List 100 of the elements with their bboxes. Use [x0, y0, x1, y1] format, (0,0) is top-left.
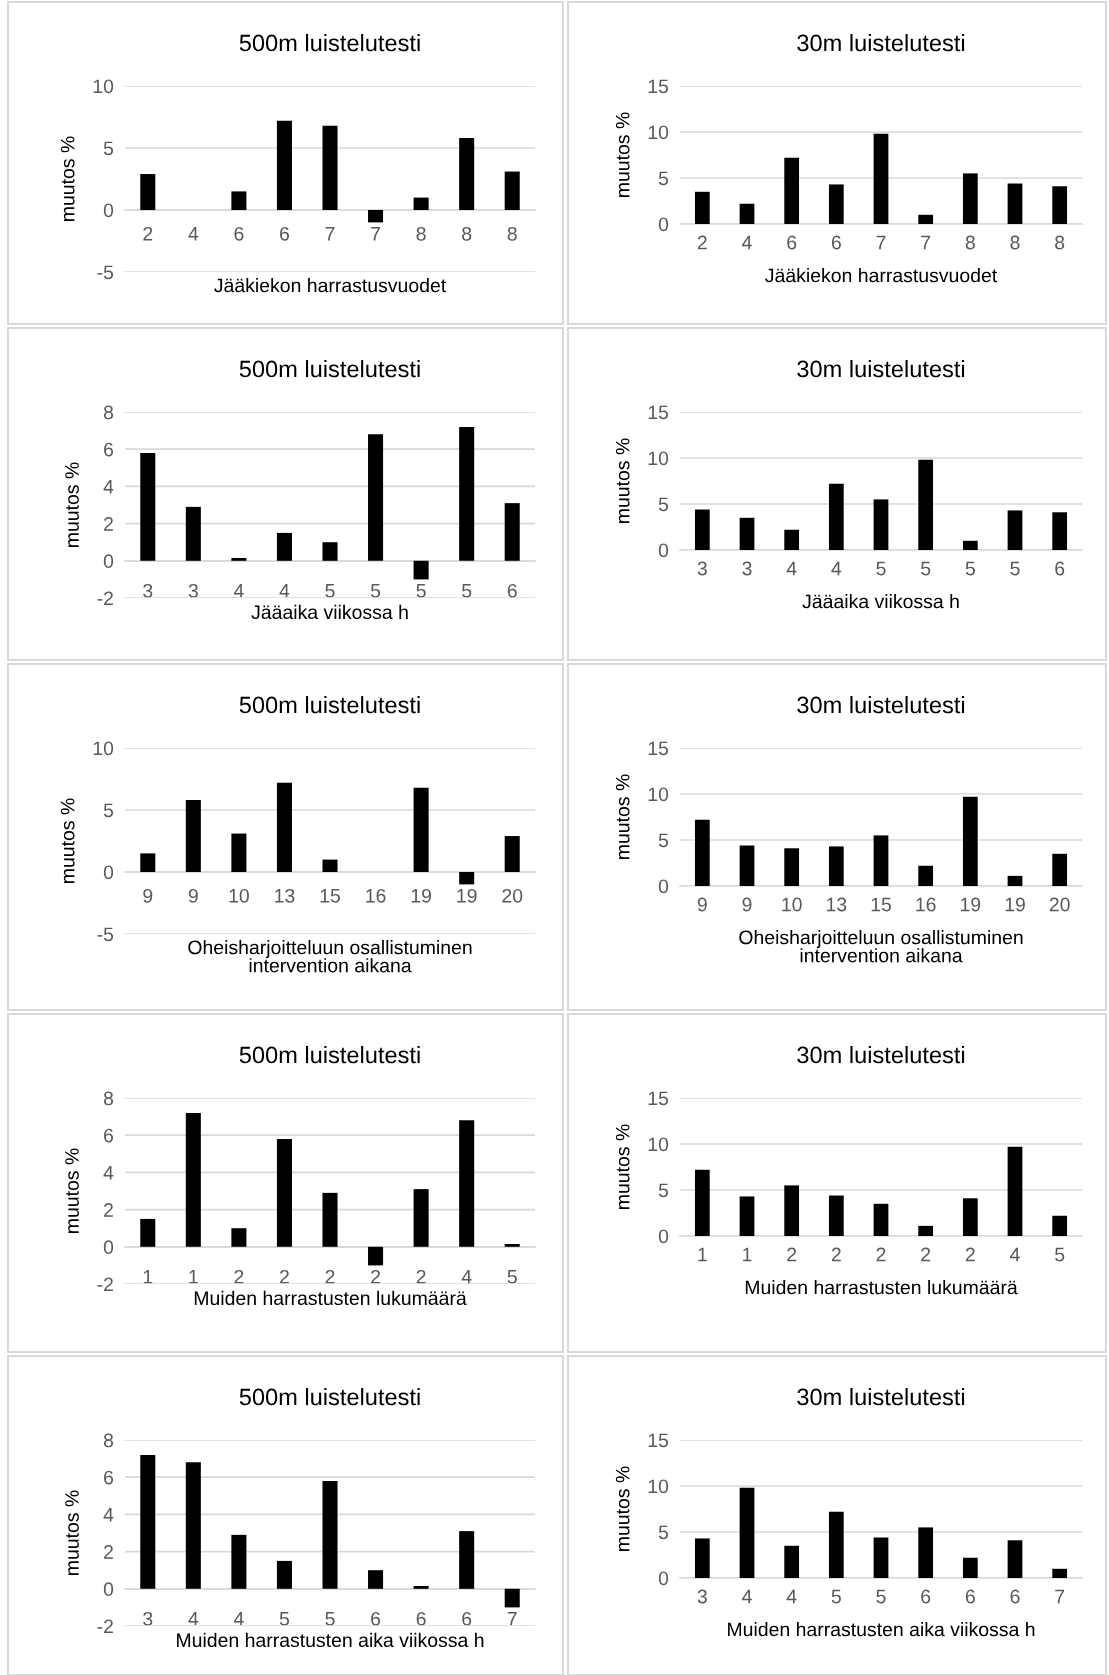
- chart-title: 500m luistelutesti: [239, 360, 420, 378]
- bar: [322, 1480, 338, 1589]
- bar: [784, 157, 800, 224]
- x-tick-label: 9: [697, 897, 707, 912]
- bar: [140, 174, 156, 210]
- bar: [873, 133, 889, 224]
- x-axis-title: Muiden harrastusten aika viikossa h: [728, 1622, 1035, 1637]
- bar: [368, 1246, 384, 1266]
- x-tick-label: 2: [921, 1247, 931, 1262]
- bar: [368, 1570, 384, 1589]
- x-tick-label: 1: [143, 1270, 153, 1284]
- bar: [828, 184, 844, 224]
- x-tick-label: 4: [1010, 1247, 1020, 1262]
- y-tick-label: 8: [103, 1091, 114, 1106]
- y-tick-label: 5: [658, 1183, 669, 1198]
- x-tick-label: 3: [742, 561, 752, 576]
- y-tick-label: 8: [103, 1433, 114, 1448]
- x-tick-label: 4: [233, 1612, 244, 1626]
- x-tick-label: 6: [507, 583, 517, 598]
- chart-title: 30m luistelutesti: [797, 1046, 965, 1064]
- chart-title: 30m luistelutesti: [797, 360, 965, 378]
- x-tick-label: 8: [462, 226, 472, 241]
- bar: [1007, 183, 1023, 224]
- x-tick-label: 2: [787, 1247, 797, 1262]
- bar: [828, 1511, 844, 1578]
- x-tick-label: 19: [457, 888, 477, 903]
- y-tick-label: 0: [658, 543, 669, 558]
- x-axis-title: Oheisharjoitteluun osallistuminen intervention aikana: [188, 940, 472, 973]
- x-tick-label: 19: [1005, 897, 1025, 912]
- x-tick-label: 9: [143, 888, 153, 903]
- bar: [231, 558, 247, 561]
- bar: [694, 1538, 710, 1578]
- bar: [1052, 512, 1068, 550]
- y-tick-label: 10: [93, 741, 114, 756]
- x-tick-label: 8: [416, 226, 426, 241]
- x-tick-label: 4: [188, 1612, 199, 1626]
- x-tick-label: 4: [742, 1589, 752, 1604]
- x-tick-label: 4: [831, 561, 842, 576]
- x-tick-label: 15: [320, 889, 340, 903]
- bar: [962, 1557, 978, 1578]
- y-tick-label: 5: [103, 803, 114, 818]
- x-tick-label: 7: [1055, 1589, 1065, 1604]
- y-axis-title: muutos %: [65, 1490, 79, 1575]
- x-tick-label: 5: [921, 561, 931, 576]
- y-tick-label: 5: [658, 497, 669, 512]
- bar: [504, 836, 520, 872]
- bar: [962, 1198, 978, 1236]
- bar: [784, 848, 800, 886]
- bar: [1007, 510, 1023, 550]
- x-tick-label: 5: [416, 584, 426, 598]
- bar: [276, 532, 292, 561]
- y-tick-label: 0: [658, 1571, 669, 1586]
- x-tick-label: 20: [502, 888, 523, 903]
- x-tick-label: 5: [325, 1612, 335, 1626]
- x-tick-label: 4: [233, 584, 244, 598]
- x-tick-label: 5: [876, 1589, 886, 1604]
- x-tick-label: 4: [461, 1270, 472, 1284]
- bar: [413, 560, 429, 580]
- y-tick-label: 4: [103, 1508, 114, 1522]
- bar: [1052, 853, 1068, 886]
- bar: [459, 872, 475, 885]
- x-tick-label: 8: [1010, 235, 1020, 250]
- y-tick-label: 0: [658, 879, 669, 894]
- y-tick-label: 2: [104, 1545, 113, 1559]
- y-axis-title: muutos %: [615, 1124, 630, 1209]
- x-tick-label: 2: [416, 1269, 426, 1284]
- y-tick-label: -5: [97, 927, 114, 942]
- x-tick-label: 2: [965, 1247, 975, 1262]
- x-tick-label: 7: [876, 235, 886, 250]
- bar: [276, 1138, 292, 1247]
- x-tick-label: 8: [1055, 235, 1065, 250]
- x-tick-label: 2: [831, 1247, 841, 1262]
- y-tick-label: 0: [103, 203, 114, 218]
- bar: [276, 120, 292, 210]
- x-tick-label: 5: [325, 584, 335, 598]
- bar: [504, 171, 520, 210]
- x-tick-label: 5: [965, 561, 975, 576]
- y-axis-title: muutos %: [65, 1148, 79, 1233]
- bar: [322, 859, 338, 872]
- bar: [873, 1537, 889, 1578]
- y-tick-label: 4: [103, 1166, 114, 1180]
- x-tick-label: 2: [280, 1269, 289, 1284]
- y-tick-label: 10: [648, 787, 669, 802]
- bar: [140, 1454, 156, 1589]
- bar: [140, 853, 156, 872]
- x-tick-label: 4: [786, 1589, 797, 1604]
- x-tick-label: 6: [462, 1611, 472, 1626]
- x-tick-label: 4: [279, 584, 290, 598]
- bar: [504, 503, 520, 561]
- x-tick-label: 9: [742, 897, 752, 912]
- x-tick-label: 6: [371, 1611, 381, 1626]
- y-tick-label: 5: [658, 833, 669, 848]
- bar: [784, 1545, 800, 1578]
- bar: [962, 173, 978, 224]
- y-tick-label: 15: [648, 1433, 669, 1448]
- y-axis-title: muutos %: [615, 1466, 630, 1551]
- bar: [873, 499, 889, 550]
- y-tick-label: 5: [658, 1525, 669, 1540]
- bar: [739, 1196, 755, 1236]
- y-tick-label: 0: [103, 865, 114, 880]
